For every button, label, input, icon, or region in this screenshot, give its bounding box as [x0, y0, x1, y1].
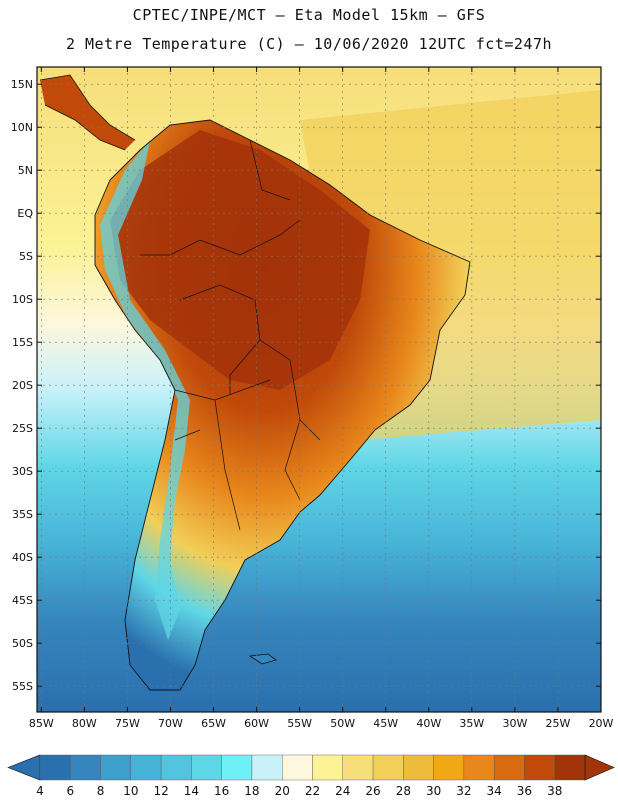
colorbar-label: 12	[153, 784, 168, 798]
colorbar-label: 24	[335, 784, 350, 798]
lat-label: 10N	[11, 121, 33, 134]
axis-ticks	[37, 67, 602, 712]
colorbar-label: 34	[487, 784, 502, 798]
lon-label: 75W	[115, 717, 140, 730]
colorbar-swatch	[433, 754, 465, 781]
coastline	[94, 119, 471, 691]
lat-label: 10S	[12, 293, 33, 306]
colorbar-swatch	[372, 754, 404, 781]
colorbar-label: 16	[214, 784, 229, 798]
lon-label: 85W	[29, 717, 54, 730]
map-frame	[36, 66, 602, 713]
lat-label: 30S	[12, 465, 33, 478]
colorbar: 4 6 8 10 12 14 16 18 20 22 24 26 28 30 32 34 36 38	[7, 754, 615, 798]
lat-label: 35S	[12, 508, 33, 521]
colorbar-label: 6	[66, 784, 74, 798]
colorbar-swatch	[342, 754, 374, 781]
lon-label: 20W	[589, 717, 614, 730]
hot-interior-field	[110, 130, 370, 390]
colorbar-label: 14	[184, 784, 199, 798]
colorbar-label: 30	[426, 784, 441, 798]
lon-label: 50W	[330, 717, 355, 730]
lat-label: 15N	[11, 78, 33, 91]
central-america-land	[40, 75, 135, 150]
colorbar-swatch	[463, 754, 495, 781]
andes-cold-strip	[100, 140, 190, 640]
map-area	[37, 67, 601, 712]
lat-label: 55S	[12, 680, 33, 693]
colorbar-label: 4	[36, 784, 44, 798]
colorbar-label: 20	[275, 784, 290, 798]
lat-label: EQ	[17, 207, 33, 220]
longitude-labels: 85W 80W 75W 70W 65W 60W 55W 50W 45W 40W 35W 30W 25W 2…	[29, 717, 614, 730]
latitude-labels: 15N 10N 5N EQ 5S 10S 15S 20S 25S 30S 35S 40S 45S 50S 5…	[11, 78, 34, 693]
colorbar-swatch	[403, 754, 434, 781]
colorbar-label: 36	[517, 784, 532, 798]
colorbar-swatch	[221, 754, 253, 781]
colorbar-swatch	[312, 754, 343, 781]
lat-label: 50S	[12, 637, 33, 650]
colorbar-label: 10	[123, 784, 138, 798]
lon-label: 35W	[459, 717, 484, 730]
title-line-1: CPTEC/INPE/MCT – Eta Model 15km – GFS	[132, 6, 486, 24]
colorbar-swatch	[100, 754, 132, 781]
lat-label: 5S	[19, 250, 33, 263]
lat-label: 5N	[18, 164, 33, 177]
lon-label: 40W	[416, 717, 441, 730]
colorbar-swatch	[493, 754, 525, 781]
caribbean-coast	[39, 74, 136, 151]
colorbar-arrow-low	[7, 754, 41, 781]
lon-label: 45W	[373, 717, 398, 730]
country-borders	[140, 139, 321, 531]
colorbar-label: 32	[456, 784, 471, 798]
lat-label: 40S	[12, 551, 33, 564]
colorbar-label: 38	[547, 784, 562, 798]
colorbar-label: 8	[97, 784, 105, 798]
colorbar-label: 18	[244, 784, 259, 798]
colorbar-swatch	[282, 754, 313, 781]
lat-label: 15S	[12, 336, 33, 349]
graticule	[37, 67, 602, 712]
colorbar-swatch	[524, 754, 555, 781]
lat-label: 20S	[12, 379, 33, 392]
colorbar-swatch	[130, 754, 162, 781]
lon-label: 30W	[502, 717, 527, 730]
lat-label: 45S	[12, 594, 33, 607]
colorbar-swatch	[251, 754, 283, 781]
title-line-2: 2 Metre Temperature (C) – 10/06/2020 12U…	[65, 35, 553, 53]
lon-label: 25W	[546, 717, 571, 730]
lon-label: 65W	[201, 717, 226, 730]
colorbar-swatch	[160, 754, 192, 781]
colorbar-arrow-high	[584, 754, 615, 781]
lon-label: 60W	[244, 717, 269, 730]
lon-label: 55W	[287, 717, 312, 730]
colorbar-swatch	[70, 754, 101, 781]
colorbar-swatch	[39, 754, 71, 781]
colorbar-label: 22	[305, 784, 320, 798]
colorbar-label: 28	[396, 784, 411, 798]
colorbar-swatch	[554, 754, 586, 781]
lat-label: 25S	[12, 422, 33, 435]
colorbar-swatch	[191, 754, 222, 781]
colorbar-label: 26	[365, 784, 380, 798]
lon-label: 80W	[72, 717, 97, 730]
lon-label: 70W	[158, 717, 183, 730]
